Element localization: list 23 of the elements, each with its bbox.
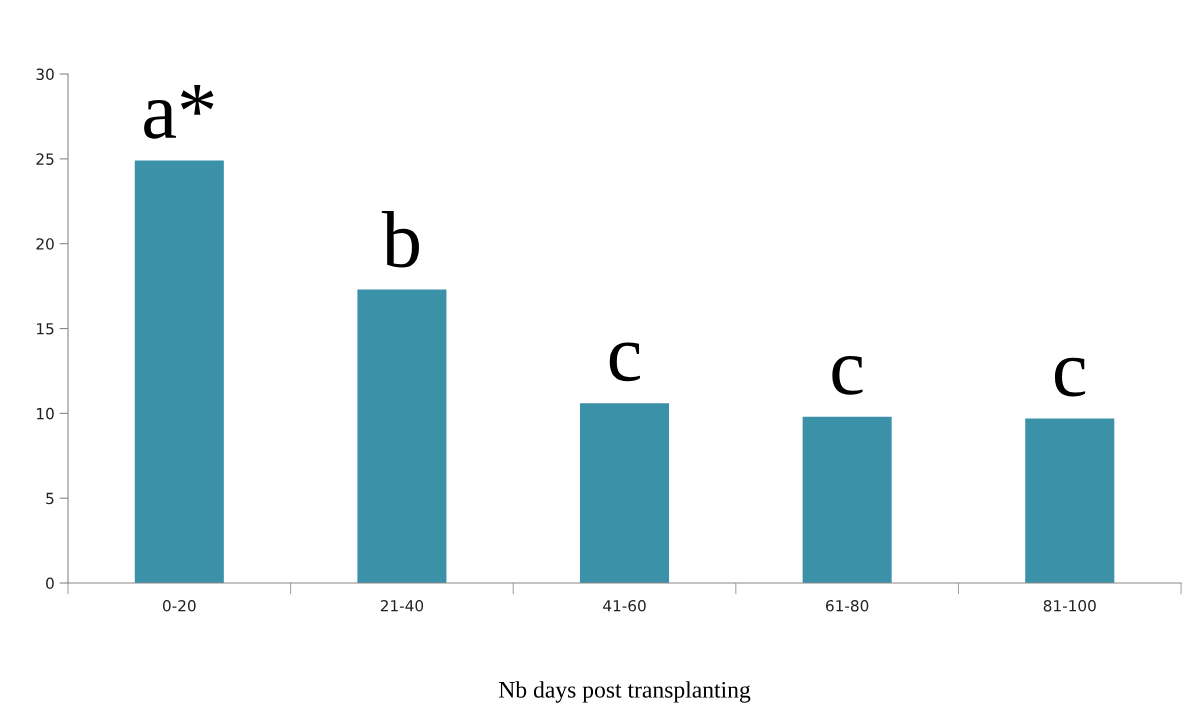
x-axis-title: Nb days post transplanting — [498, 681, 751, 703]
y-tick-label: 30 — [36, 68, 54, 81]
y-tick-label: 15 — [37, 323, 54, 335]
y-tick-label: 5 — [46, 492, 54, 505]
annotation: c — [832, 356, 863, 395]
y-tick-label: 0 — [46, 577, 54, 590]
annotation: a* — [144, 85, 214, 139]
y-tick-label: 25 — [36, 153, 54, 165]
x-tick-label: 61-80 — [826, 599, 869, 612]
annotation: b — [381, 210, 419, 268]
x-tick-label: 21-40 — [380, 599, 424, 612]
annotation: c — [609, 342, 640, 382]
bar — [357, 289, 447, 584]
annotation: c — [1054, 357, 1086, 397]
bar — [134, 160, 224, 584]
bar — [802, 416, 892, 584]
x-tick-label: 0-20 — [162, 599, 196, 612]
bar — [580, 403, 670, 584]
x-tick-label: 41-60 — [603, 599, 646, 612]
bar — [1025, 418, 1115, 584]
y-tick-label: 20 — [36, 238, 54, 250]
y-tick-label: 10 — [37, 407, 54, 420]
x-tick-label: 81-100 — [1043, 599, 1096, 612]
